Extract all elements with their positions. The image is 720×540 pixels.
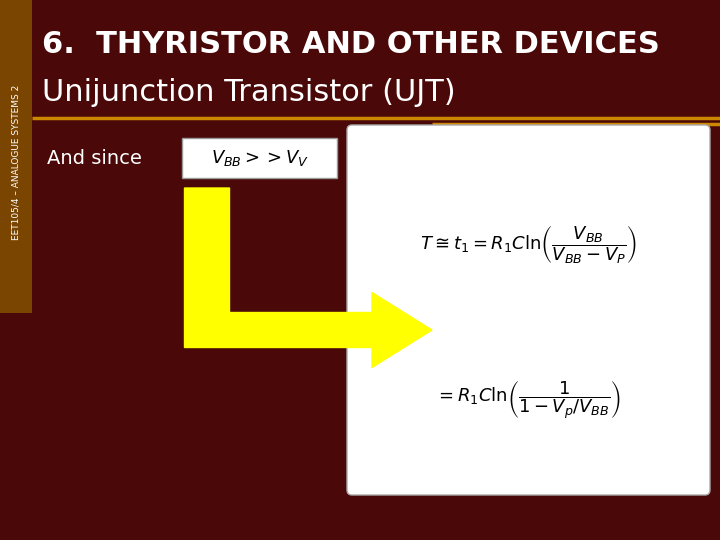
Text: $T \cong t_1 = R_1 C \ln\!\left(\dfrac{V_{BB}}{V_{BB}-V_P}\right)$: $T \cong t_1 = R_1 C \ln\!\left(\dfrac{V… xyxy=(420,225,637,266)
Bar xyxy=(0,0,32,313)
Text: And since: And since xyxy=(47,148,142,167)
Text: $V_{BB} >> V_V$: $V_{BB} >> V_V$ xyxy=(210,148,308,168)
Polygon shape xyxy=(184,188,432,368)
Text: $= R_1 C \ln\!\left(\dfrac{1}{1-V_p/V_{BB}}\right)$: $= R_1 C \ln\!\left(\dfrac{1}{1-V_p/V_{B… xyxy=(436,379,621,421)
Bar xyxy=(182,138,337,178)
FancyBboxPatch shape xyxy=(347,125,710,495)
Bar xyxy=(0,313,32,540)
Text: 6.  THYRISTOR AND OTHER DEVICES: 6. THYRISTOR AND OTHER DEVICES xyxy=(42,30,660,59)
Text: Unijunction Transistor (UJT): Unijunction Transistor (UJT) xyxy=(42,78,456,107)
Text: EET105/4 – ANALOGUE SYSTEMS 2: EET105/4 – ANALOGUE SYSTEMS 2 xyxy=(12,84,20,240)
